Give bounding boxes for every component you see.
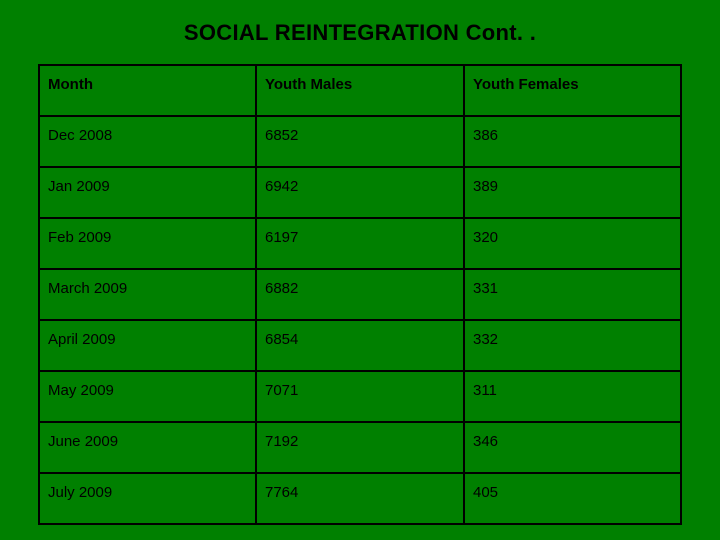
table-row: July 20097764405 bbox=[39, 473, 681, 524]
table-cell: April 2009 bbox=[39, 320, 256, 371]
table-cell: 7192 bbox=[256, 422, 464, 473]
table-row: Dec 20086852386 bbox=[39, 116, 681, 167]
table-cell: Jan 2009 bbox=[39, 167, 256, 218]
table-row: May 20097071311 bbox=[39, 371, 681, 422]
table-cell: 6854 bbox=[256, 320, 464, 371]
table-body: Dec 20086852386Jan 20096942389Feb 200961… bbox=[39, 116, 681, 524]
col-header-youth-females: Youth Females bbox=[464, 65, 681, 116]
table-cell: 7071 bbox=[256, 371, 464, 422]
table-cell: June 2009 bbox=[39, 422, 256, 473]
table-cell: 7764 bbox=[256, 473, 464, 524]
data-table: Month Youth Males Youth Females Dec 2008… bbox=[38, 64, 682, 525]
table-cell: 331 bbox=[464, 269, 681, 320]
table-cell: 311 bbox=[464, 371, 681, 422]
page-title: SOCIAL REINTEGRATION Cont. . bbox=[38, 20, 682, 46]
table-cell: 6852 bbox=[256, 116, 464, 167]
table-row: June 20097192346 bbox=[39, 422, 681, 473]
table-row: Feb 20096197320 bbox=[39, 218, 681, 269]
col-header-youth-males: Youth Males bbox=[256, 65, 464, 116]
table-cell: 386 bbox=[464, 116, 681, 167]
table-cell: 405 bbox=[464, 473, 681, 524]
table-cell: 346 bbox=[464, 422, 681, 473]
col-header-month: Month bbox=[39, 65, 256, 116]
table-header-row: Month Youth Males Youth Females bbox=[39, 65, 681, 116]
table-cell: 6942 bbox=[256, 167, 464, 218]
table-cell: Dec 2008 bbox=[39, 116, 256, 167]
table-cell: 6882 bbox=[256, 269, 464, 320]
table-row: Jan 20096942389 bbox=[39, 167, 681, 218]
table-row: April 20096854332 bbox=[39, 320, 681, 371]
table-cell: Feb 2009 bbox=[39, 218, 256, 269]
table-cell: 389 bbox=[464, 167, 681, 218]
table-cell: March 2009 bbox=[39, 269, 256, 320]
table-cell: July 2009 bbox=[39, 473, 256, 524]
table-cell: May 2009 bbox=[39, 371, 256, 422]
table-row: March 20096882331 bbox=[39, 269, 681, 320]
table-cell: 332 bbox=[464, 320, 681, 371]
table-cell: 320 bbox=[464, 218, 681, 269]
table-cell: 6197 bbox=[256, 218, 464, 269]
